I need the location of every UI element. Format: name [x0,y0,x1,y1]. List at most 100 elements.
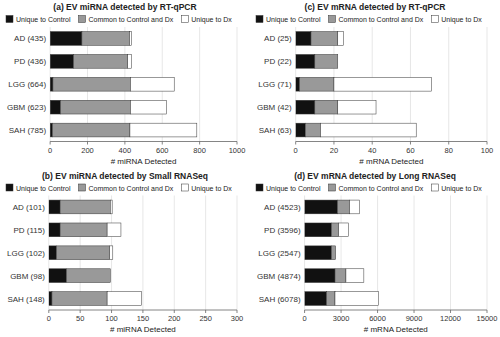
bar-segment [326,292,335,306]
bar-segment [305,200,338,214]
bar-segment [107,292,142,306]
legend-swatch [328,16,335,23]
bar-segment [60,100,130,114]
grid-line [174,196,175,311]
tick-label: 3000 [333,314,350,323]
bar-segment [296,54,315,68]
category-label: LGG (2547) [258,249,301,258]
category-label: SAH (63) [259,126,292,135]
bars [305,200,379,305]
tick-label: 800 [193,146,206,155]
bar-segment [50,123,52,137]
legend-label: Unique to Dx [441,185,482,193]
legend-item: Unique to Dx [431,184,482,193]
bars [296,32,432,137]
tick-label: 50 [76,314,84,323]
tick [199,142,200,145]
tick-label: 0 [47,314,51,323]
axis-line [50,141,237,142]
bar-segment [305,292,327,306]
bar-segment [110,246,113,260]
tick [414,310,415,313]
bar-segment [305,123,320,137]
bar-segment [339,223,349,237]
tick-label: 0 [302,314,306,323]
legend-label: Unique to Dx [191,16,232,24]
legend-item: Unique to Control [6,184,71,193]
bar-segment [296,77,300,91]
bar-segment [66,269,110,283]
bar-segment [296,32,311,46]
bar-segment [49,292,52,306]
bar-segment [82,32,130,46]
axis-line [296,141,487,142]
tick [341,310,342,313]
bar-segment [130,123,197,137]
grid [305,196,487,311]
category-label: GBM (98) [10,272,45,281]
legend-swatch [431,184,438,191]
legend: Unique to Control Common to Control and D… [256,16,482,25]
bar-segment [346,269,364,283]
legend-item: Common to Control and Dx [78,16,173,24]
axis-label: # miRNA Detected [110,325,176,334]
bars [50,32,197,137]
tick-label: 250 [199,314,212,323]
category-label: PD (115) [13,226,45,235]
tick [487,142,488,145]
tick [237,310,238,313]
title: (c) EV mRNA detected by RT-qPCR [305,2,446,12]
category-label: SAH (785) [9,126,47,135]
grid [296,27,487,142]
tick [174,310,175,313]
bar-segment [49,200,60,214]
bar-segment [335,269,346,283]
bar-segment [50,54,73,68]
legend-label: Unique to Dx [191,185,232,193]
tick-label: 400 [119,146,132,155]
bar-segment [130,32,132,46]
x-axis: 03000600090001200015000 [302,310,497,323]
grid-line [450,196,451,311]
legend: Unique to ControlCommon to Control and D… [256,184,482,193]
tick [333,142,334,145]
tick-label: 12000 [440,314,461,323]
legend-swatch [256,184,263,191]
tick [124,142,125,145]
legend-item: Common to Control and Dx [328,184,423,192]
tick [487,310,488,313]
tick-label: 6000 [369,314,386,323]
legend-swatch [256,16,263,23]
legend-item: Common to Control and Dx [328,16,423,24]
grid-line [487,27,488,142]
bar-segment [337,200,349,214]
tick-label: 9000 [406,314,423,323]
legend-swatch [78,16,85,23]
bar-segment [50,100,60,114]
title: (a) EV miRNA detected by RT-qPCR [53,2,196,12]
category-label: PD (436) [14,57,46,66]
legend-swatch [78,184,85,191]
tick [80,310,81,313]
legend-label: Common to Control and Dx [338,16,423,23]
tick-label: 200 [81,146,94,155]
bar-segment [52,292,107,306]
grid-line [487,196,488,311]
bar-segment [128,54,132,68]
bar-segment [305,246,332,260]
axis-label: # miRNA Detected [111,157,177,166]
legend: Unique to ControlCommon to Control and D… [6,184,232,193]
legend-item: Unique to Control [256,16,321,25]
panel: (a) EV miRNA detected by RT-qPCR Unique t… [6,2,245,166]
bar-segment [53,77,131,91]
grid-line [199,27,200,142]
category-label: LGG (71) [258,80,292,89]
bar-segment [107,223,121,237]
tick [448,142,449,145]
tick-label: 60 [406,146,414,155]
category-label: LGG (664) [8,80,46,89]
bar-segment [110,269,111,283]
tick [205,310,206,313]
tick [237,142,238,145]
legend-swatch [181,184,188,191]
